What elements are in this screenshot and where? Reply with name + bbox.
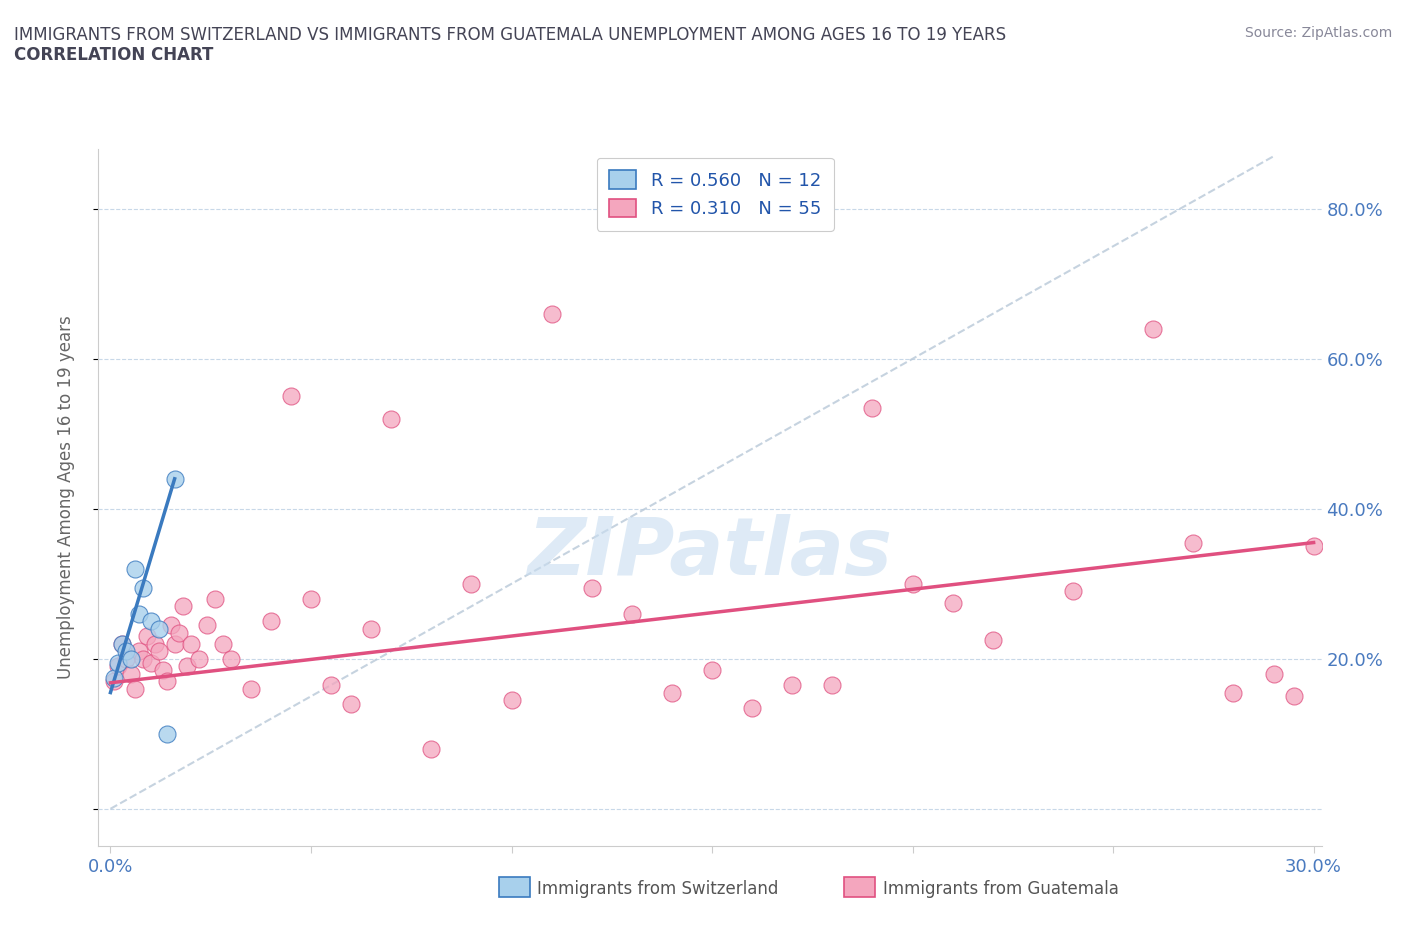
- Point: [1302, 538, 1324, 553]
- Point: [124, 682, 146, 697]
- Point: [260, 614, 283, 629]
- Point: [103, 674, 125, 689]
- Point: [180, 636, 202, 651]
- Point: [159, 618, 181, 632]
- Text: CORRELATION CHART: CORRELATION CHART: [14, 46, 214, 64]
- Point: [115, 651, 138, 666]
- Point: [821, 678, 844, 693]
- Point: [1222, 685, 1244, 700]
- Point: [120, 667, 142, 682]
- Text: ZIPatlas: ZIPatlas: [527, 514, 893, 592]
- Point: [172, 599, 194, 614]
- Point: [1142, 322, 1164, 337]
- Point: [901, 577, 924, 591]
- Point: [107, 655, 129, 670]
- Point: [204, 591, 226, 606]
- Point: [700, 662, 723, 677]
- Point: [340, 697, 363, 711]
- Point: [163, 472, 186, 486]
- Point: [128, 606, 150, 621]
- Point: [155, 726, 177, 741]
- Point: [219, 651, 242, 666]
- Point: [540, 306, 562, 321]
- Point: [155, 674, 177, 689]
- Point: [1263, 667, 1285, 682]
- Y-axis label: Unemployment Among Ages 16 to 19 years: Unemployment Among Ages 16 to 19 years: [56, 315, 75, 680]
- Point: [299, 591, 322, 606]
- Point: [1282, 689, 1305, 704]
- Point: [460, 577, 482, 591]
- Point: [1182, 535, 1205, 550]
- Point: [319, 678, 342, 693]
- Point: [420, 741, 443, 756]
- Point: [152, 662, 174, 677]
- Point: [280, 389, 302, 404]
- Point: [380, 411, 402, 426]
- Text: Source: ZipAtlas.com: Source: ZipAtlas.com: [1244, 26, 1392, 40]
- Point: [120, 651, 142, 666]
- Point: [131, 651, 153, 666]
- Point: [195, 618, 218, 632]
- Point: [139, 655, 162, 670]
- Point: [167, 625, 190, 640]
- Point: [111, 636, 134, 651]
- Point: [131, 580, 153, 595]
- Point: [780, 678, 803, 693]
- Point: [239, 682, 262, 697]
- Point: [981, 632, 1004, 647]
- Point: [211, 636, 233, 651]
- Point: [501, 693, 523, 708]
- Point: [135, 629, 157, 644]
- Point: [661, 685, 683, 700]
- Text: IMMIGRANTS FROM SWITZERLAND VS IMMIGRANTS FROM GUATEMALA UNEMPLOYMENT AMONG AGES: IMMIGRANTS FROM SWITZERLAND VS IMMIGRANT…: [14, 26, 1007, 44]
- Point: [103, 671, 125, 685]
- Point: [143, 636, 166, 651]
- Point: [124, 562, 146, 577]
- Point: [581, 580, 603, 595]
- Point: [1062, 584, 1084, 599]
- Point: [176, 658, 198, 673]
- Point: [942, 595, 965, 610]
- Text: Immigrants from Switzerland: Immigrants from Switzerland: [537, 880, 779, 898]
- Point: [862, 400, 884, 415]
- Point: [115, 644, 138, 658]
- Point: [111, 636, 134, 651]
- Point: [148, 621, 170, 636]
- Point: [139, 614, 162, 629]
- Point: [128, 644, 150, 658]
- Point: [107, 658, 129, 673]
- Point: [620, 606, 643, 621]
- Point: [741, 700, 763, 715]
- Text: Immigrants from Guatemala: Immigrants from Guatemala: [883, 880, 1119, 898]
- Legend: R = 0.560   N = 12, R = 0.310   N = 55: R = 0.560 N = 12, R = 0.310 N = 55: [596, 158, 834, 231]
- Point: [148, 644, 170, 658]
- Point: [163, 636, 186, 651]
- Point: [360, 621, 382, 636]
- Point: [187, 651, 209, 666]
